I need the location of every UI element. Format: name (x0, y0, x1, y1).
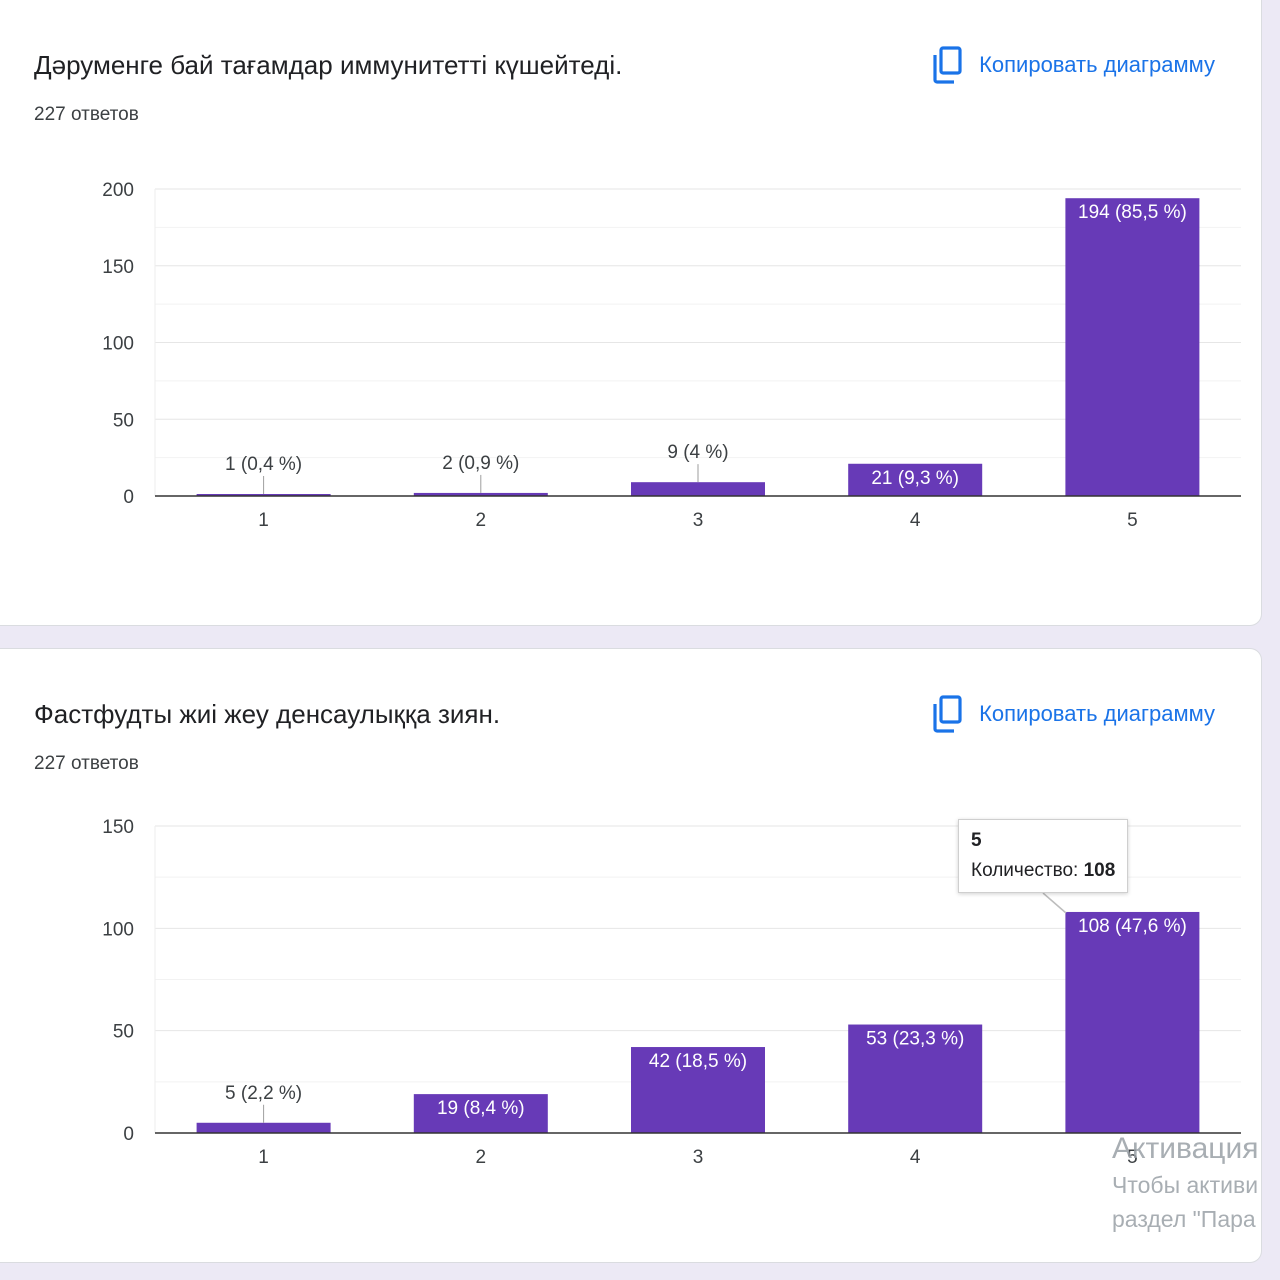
tooltip-label: Количество: (971, 860, 1079, 881)
watermark-line-1: Чтобы активи (1112, 1172, 1259, 1198)
response-count: 227 ответов (34, 753, 139, 774)
x-tick-label: 3 (693, 1147, 704, 1168)
x-tick-label: 3 (693, 510, 704, 531)
bar[interactable] (196, 494, 331, 496)
copy-chart-button[interactable]: Копировать диаграмму (931, 46, 1215, 84)
tooltip-row: Количество: 108 (971, 860, 1115, 882)
bar[interactable] (631, 1047, 765, 1133)
bar[interactable] (1065, 911, 1200, 1133)
chart-card-2: Фастфудты жиі жеу денсаулыққа зиян. 227 … (0, 648, 1262, 1263)
tooltip-pointer (1042, 892, 1067, 914)
card-title: Дәруменге бай тағамдар иммунитетті күшей… (34, 50, 623, 80)
x-tick-label: 1 (258, 510, 269, 531)
bar[interactable] (631, 482, 765, 496)
bar-data-label: 108 (47,6 %) (1078, 916, 1187, 937)
chart-card-1: Дәруменге бай тағамдар иммунитетті күшей… (0, 0, 1262, 626)
y-tick-label: 50 (113, 410, 134, 431)
copy-icon (933, 46, 962, 84)
bar-data-label: 21 (9,3 %) (871, 468, 959, 489)
copy-chart-button[interactable]: Копировать диаграмму (931, 695, 1215, 733)
x-tick-label: 5 (1127, 1147, 1138, 1168)
copy-chart-label: Копировать диаграмму (979, 701, 1215, 726)
tooltip-value: 108 (1083, 860, 1116, 881)
bar[interactable] (1065, 198, 1200, 496)
bar-data-label: 2 (0,9 %) (442, 453, 519, 474)
copy-chart-label: Копировать диаграмму (979, 52, 1215, 77)
watermark-title: Активация (1112, 1132, 1259, 1165)
x-tick-label: 4 (910, 1147, 921, 1168)
bar-data-label: 194 (85,5 %) (1078, 202, 1187, 223)
y-tick-label: 0 (123, 487, 134, 508)
bar[interactable] (413, 1094, 548, 1133)
x-tick-label: 2 (476, 510, 487, 531)
bar-data-label: 19 (8,4 %) (437, 1098, 525, 1119)
bar[interactable] (413, 492, 548, 496)
card-title: Фастфудты жиі жеу денсаулыққа зиян. (34, 699, 501, 729)
tooltip-category: 5 (971, 830, 982, 851)
response-count: 227 ответов (34, 104, 139, 125)
x-tick-label: 5 (1127, 510, 1138, 531)
bar-data-label: 5 (2,2 %) (225, 1083, 302, 1104)
watermark-line-2: раздел "Пара (1112, 1206, 1256, 1232)
y-tick-label: 50 (113, 1022, 134, 1043)
bar-chart-2: 0 50 100 150 5 (2,2 %) 1 19 (8,4 %) 2 42 (18,5 %… (102, 817, 1241, 1168)
bar[interactable] (196, 1122, 331, 1133)
y-tick-label: 150 (102, 257, 134, 278)
activation-watermark: Активация Чтобы активи раздел "Пара (1112, 1130, 1280, 1236)
y-tick-label: 150 (102, 817, 134, 838)
bar-data-label: 9 (4 %) (667, 442, 728, 463)
bar-chart-1: 0 50 100 150 200 1 (0,4 %) 1 2 (0,9 %) 2 9 (4 %) 3… (102, 180, 1241, 531)
bar-data-label: 42 (18,5 %) (649, 1051, 747, 1072)
y-tick-label: 100 (102, 919, 134, 940)
copy-icon (933, 695, 962, 733)
y-tick-label: 0 (123, 1124, 134, 1145)
bar-data-label: 1 (0,4 %) (225, 454, 302, 475)
x-tick-label: 2 (476, 1147, 487, 1168)
bar[interactable] (848, 1024, 983, 1133)
x-tick-label: 4 (910, 510, 921, 531)
y-tick-label: 100 (102, 334, 134, 355)
bar-data-label: 53 (23,3 %) (866, 1029, 964, 1050)
bar[interactable] (848, 463, 983, 496)
x-tick-label: 1 (258, 1147, 269, 1168)
y-tick-label: 200 (102, 180, 134, 201)
bar-tooltip: 5 Количество: 108 (958, 819, 1129, 893)
